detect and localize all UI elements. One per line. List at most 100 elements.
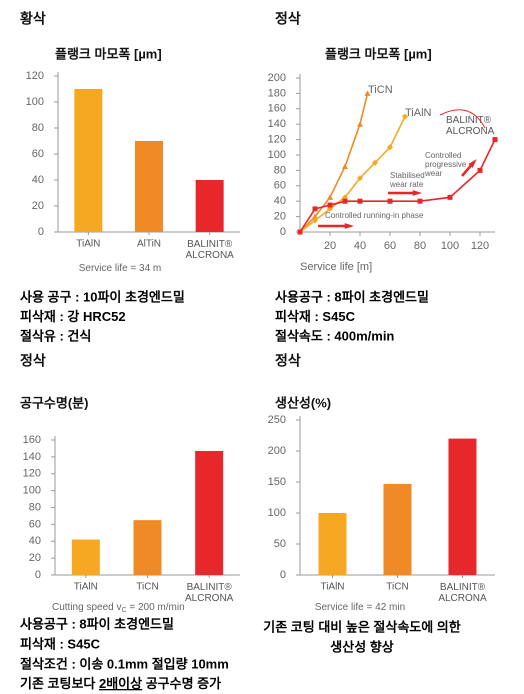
chart-title: 플랭크 마모폭 [µm]	[325, 46, 432, 61]
x-tick-label: 120	[471, 240, 489, 252]
series-line	[299, 116, 406, 233]
point	[342, 198, 348, 204]
y-tick-label: 80	[32, 122, 44, 134]
y-tick-label: 60	[29, 518, 41, 530]
chart-note: Cutting speed vC = 200 m/min	[52, 602, 185, 614]
point	[447, 194, 453, 200]
chart-title: 공구수명(분)	[20, 395, 88, 410]
bar	[71, 539, 100, 575]
bar	[74, 89, 103, 232]
y-tick-label: 40	[274, 195, 286, 207]
series-label: TiAlN	[405, 107, 432, 119]
arrow-head	[344, 223, 354, 229]
spec-line: 절삭조건 : 이송 0.1mm 절입량 10mm	[20, 656, 229, 671]
arrow-head	[412, 190, 422, 196]
point	[327, 194, 333, 200]
y-tick-label: 120	[268, 134, 286, 146]
y-tick-label: 140	[23, 451, 41, 463]
bar	[133, 520, 162, 575]
y-tick-label: 80	[29, 501, 41, 513]
y-tick-label: 80	[274, 164, 286, 176]
series-label: TiCN	[368, 84, 393, 96]
bar	[195, 450, 224, 575]
point	[357, 198, 363, 204]
chart-note: Service life = 42 min	[315, 602, 405, 613]
note-part: Service life = 42 min	[315, 602, 405, 613]
point	[402, 113, 408, 120]
bar	[448, 438, 477, 575]
section-header: 정삭	[275, 353, 301, 369]
bar	[195, 180, 224, 232]
y-tick-label: 160	[268, 103, 286, 115]
spec-line: 사용 공구 : 10파이 초경엔드밀	[20, 289, 185, 304]
y-tick-label: 50	[274, 538, 286, 550]
section-header: 정삭	[20, 353, 46, 369]
spec-line: 사용공구 : 8파이 초경엔드밀	[275, 289, 429, 304]
chart-title: 플랭크 마모폭 [µm]	[55, 46, 162, 61]
point	[387, 198, 393, 204]
y-tick-label: 180	[268, 87, 286, 99]
summary-part: 기존 코팅보다	[20, 676, 99, 691]
y-tick-label: 0	[280, 569, 286, 581]
arrow	[439, 109, 486, 129]
x-tick-label: BALINIT® ALCRONA	[185, 582, 234, 604]
y-tick-label: 100	[26, 96, 44, 108]
point	[387, 144, 393, 151]
x-tick-label: AlTiN	[137, 239, 161, 250]
annotation: Controlled running-in phase	[325, 211, 424, 220]
point	[357, 121, 363, 127]
spec-line: 피삭재 : 강 HRC52	[20, 309, 126, 324]
point	[312, 217, 318, 224]
arrow-head	[468, 158, 477, 168]
summary-part: 2배이상	[99, 676, 142, 691]
section-header: 정삭	[275, 11, 301, 27]
y-tick-label: 20	[274, 211, 286, 223]
point	[312, 213, 318, 220]
y-tick-label: 200	[268, 445, 286, 457]
x-tick-label: TiCN	[386, 582, 408, 593]
y-tick-label: 40	[29, 535, 41, 547]
spec-line: 절삭속도 : 400m/min	[275, 328, 394, 343]
y-tick-label: 0	[35, 569, 41, 581]
y-tick-label: 120	[26, 70, 44, 82]
chart-note: Service life = 34 m	[79, 263, 162, 274]
x-tick-label: 100	[441, 240, 459, 252]
summary: 기존 코팅보다 2배이상 공구수명 증가	[20, 676, 221, 691]
y-tick-label: 40	[32, 174, 44, 186]
x-axis-label: Service life [m]	[300, 261, 372, 273]
note-part: = 200 m/min	[127, 602, 185, 613]
spec-line: 사용공구 : 8파이 초경엔드밀	[20, 616, 174, 631]
summary-part: 공구수명 증가	[142, 676, 221, 691]
section-header: 황삭	[20, 11, 46, 27]
y-tick-label: 250	[268, 414, 286, 426]
point	[372, 159, 378, 166]
point	[364, 90, 371, 96]
note-part: C	[122, 607, 127, 614]
series-line	[299, 93, 369, 233]
x-tick-label: BALINIT® ALCRONA	[185, 239, 234, 261]
y-tick-label: 20	[29, 552, 41, 564]
y-tick-label: 100	[23, 485, 41, 497]
point	[477, 167, 483, 173]
spec-line: 생산성 향상	[330, 639, 393, 654]
x-tick-label: 20	[324, 240, 336, 252]
point	[492, 137, 498, 143]
point	[417, 198, 423, 204]
x-tick-label: TiAlN	[74, 582, 98, 593]
x-tick-label: 40	[354, 240, 366, 252]
x-tick-label: TiAlN	[76, 239, 100, 250]
y-tick-label: 100	[268, 507, 286, 519]
y-tick-label: 140	[268, 118, 286, 130]
note-part: Cutting speed v	[52, 602, 122, 613]
spec-line: 절삭유 : 건식	[20, 328, 91, 343]
spec-line: 피삭재 : S45C	[275, 309, 356, 324]
bar	[383, 483, 412, 575]
bar	[135, 141, 163, 232]
y-tick-label: 0	[38, 226, 44, 238]
y-tick-label: 200	[268, 72, 286, 84]
series-line	[299, 139, 496, 233]
point	[327, 202, 333, 208]
y-tick-label: 100	[268, 149, 286, 161]
point	[297, 229, 303, 235]
y-tick-label: 160	[23, 434, 41, 446]
